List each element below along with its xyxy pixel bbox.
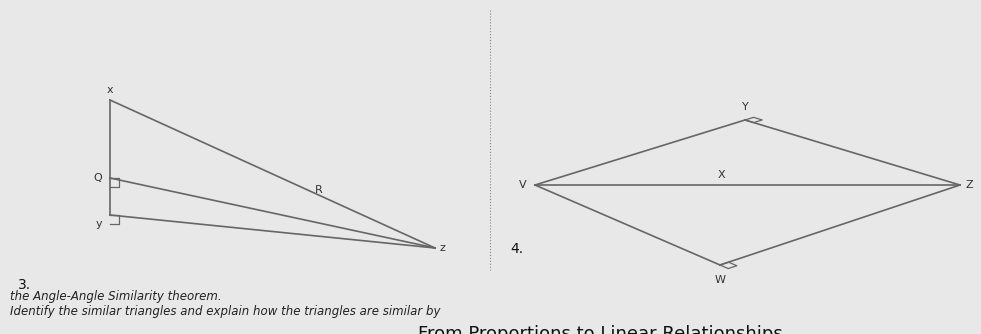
Text: R: R [315, 185, 323, 195]
Text: y: y [95, 219, 102, 229]
Text: z: z [440, 243, 446, 253]
Text: Q: Q [93, 173, 102, 183]
Text: Z: Z [966, 180, 973, 190]
Text: 3.: 3. [18, 278, 31, 292]
Text: W: W [714, 275, 726, 285]
Text: Y: Y [742, 102, 749, 112]
Text: 4.: 4. [510, 242, 523, 256]
Text: Identify the similar triangles and explain how the triangles are similar by: Identify the similar triangles and expla… [10, 305, 440, 318]
Text: x: x [107, 85, 114, 95]
Text: X: X [717, 170, 725, 180]
Text: the Angle-Angle Similarity theorem.: the Angle-Angle Similarity theorem. [10, 290, 222, 303]
Text: From Proportions to Linear Relationships: From Proportions to Linear Relationships [418, 325, 783, 334]
Text: V: V [519, 180, 527, 190]
